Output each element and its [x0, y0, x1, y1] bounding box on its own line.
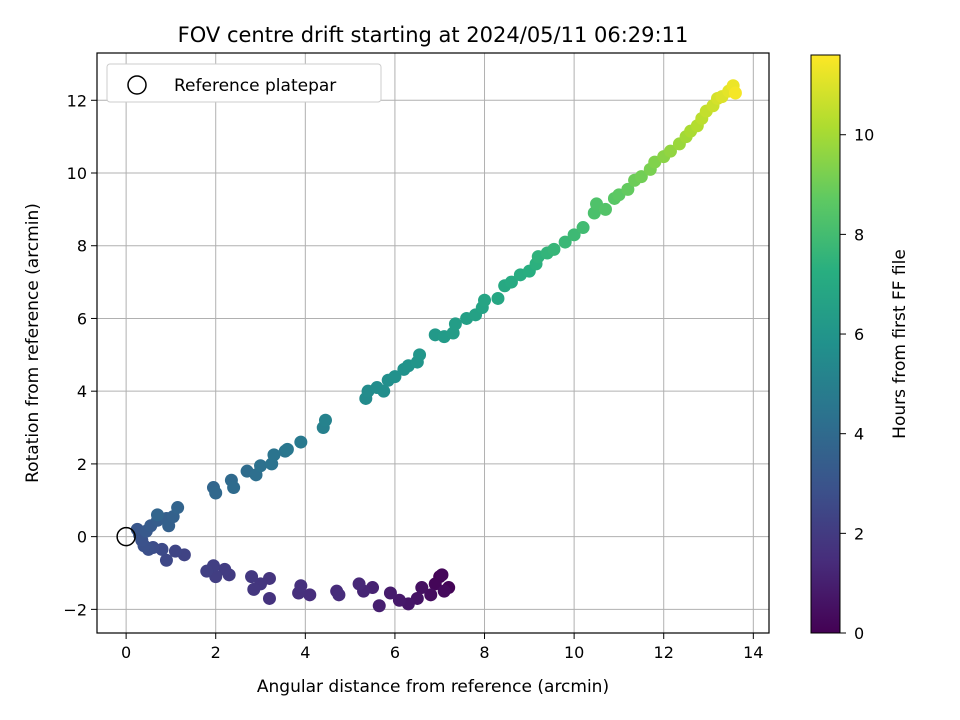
data-point: [424, 588, 438, 602]
data-points: [130, 79, 742, 613]
y-tick-label: −2: [63, 600, 87, 619]
colorbar-tick-label: 2: [854, 524, 864, 543]
colorbar-tick-label: 4: [854, 425, 864, 444]
data-point: [209, 486, 223, 500]
data-point: [435, 568, 449, 582]
x-tick-label: 4: [300, 643, 310, 662]
x-axis-label: Angular distance from reference (arcmin): [257, 677, 609, 697]
data-point: [150, 508, 164, 522]
colorbar-tick-label: 6: [854, 325, 864, 344]
x-tick-label: 12: [654, 643, 674, 662]
data-point: [504, 275, 518, 289]
data-point: [621, 182, 635, 196]
y-tick-label: 6: [77, 309, 87, 328]
data-point: [280, 442, 294, 456]
data-point: [491, 291, 505, 305]
colorbar-tick-label: 8: [854, 225, 864, 244]
data-point: [567, 228, 581, 242]
y-tick-label: 4: [77, 382, 87, 401]
data-point: [254, 459, 268, 473]
y-tick-label: 12: [67, 91, 87, 110]
data-point: [168, 544, 182, 558]
data-point: [218, 562, 232, 576]
data-point: [388, 370, 402, 384]
legend: Reference platepar: [106, 63, 382, 103]
plot-frame: [96, 52, 770, 634]
data-point: [245, 570, 259, 584]
colorbar-ticks: 0 2 4 6 8 10: [840, 126, 874, 643]
data-point: [294, 435, 308, 449]
data-point: [352, 577, 366, 591]
data-point: [267, 448, 281, 462]
colorbar-label: Hours from first FF file: [890, 249, 910, 439]
data-point: [478, 293, 492, 307]
legend-label: Reference platepar: [174, 76, 336, 96]
data-point: [303, 588, 317, 602]
data-point: [294, 579, 308, 593]
y-tick-label: 2: [77, 455, 87, 474]
data-point: [262, 591, 276, 605]
data-point: [171, 501, 185, 515]
x-tick-label: 0: [121, 643, 131, 662]
data-point: [558, 235, 572, 249]
data-point: [159, 553, 173, 567]
colorbar-tick-label: 10: [854, 126, 874, 145]
x-tick-label: 2: [211, 643, 221, 662]
data-point: [663, 144, 677, 158]
data-point: [437, 584, 451, 598]
data-point: [332, 588, 346, 602]
x-tick-label: 8: [479, 643, 489, 662]
y-tick-label: 0: [77, 528, 87, 547]
data-point: [728, 86, 742, 100]
data-point: [428, 577, 442, 591]
grid-lines: [97, 53, 769, 633]
x-tick-label: 10: [564, 643, 584, 662]
colorbar-gradient: [810, 54, 841, 634]
data-point: [547, 242, 561, 256]
data-point: [227, 481, 241, 495]
data-point: [634, 170, 648, 184]
data-point: [413, 348, 427, 362]
y-tick-label: 8: [77, 237, 87, 256]
colorbar-tick-label: 0: [854, 624, 864, 643]
data-point: [200, 564, 214, 578]
data-point: [598, 202, 612, 216]
reference-point-marker: [116, 526, 136, 547]
legend-box: [106, 63, 382, 103]
x-tick-label: 6: [390, 643, 400, 662]
data-point: [318, 413, 332, 427]
colorbar: 0 2 4 6 8 10 Hours from first FF file: [810, 54, 910, 643]
y-axis-ticks: −2 0 2 4 6 8 10 12: [63, 91, 97, 619]
chart-title: FOV centre drift starting at 2024/05/11 …: [178, 23, 689, 47]
y-tick-label: 10: [67, 164, 87, 183]
data-point: [377, 384, 391, 398]
data-point: [372, 599, 386, 613]
data-point: [383, 586, 397, 600]
y-axis-label: Rotation from reference (arcmin): [23, 203, 43, 483]
data-point: [576, 221, 590, 235]
data-point: [247, 582, 261, 596]
x-axis-ticks: 0 2 4 6 8 10 12 14: [121, 633, 763, 662]
legend-marker-icon: [127, 75, 147, 95]
data-point: [448, 317, 462, 331]
x-tick-label: 14: [743, 643, 763, 662]
data-point: [392, 593, 406, 607]
data-point: [415, 581, 429, 595]
